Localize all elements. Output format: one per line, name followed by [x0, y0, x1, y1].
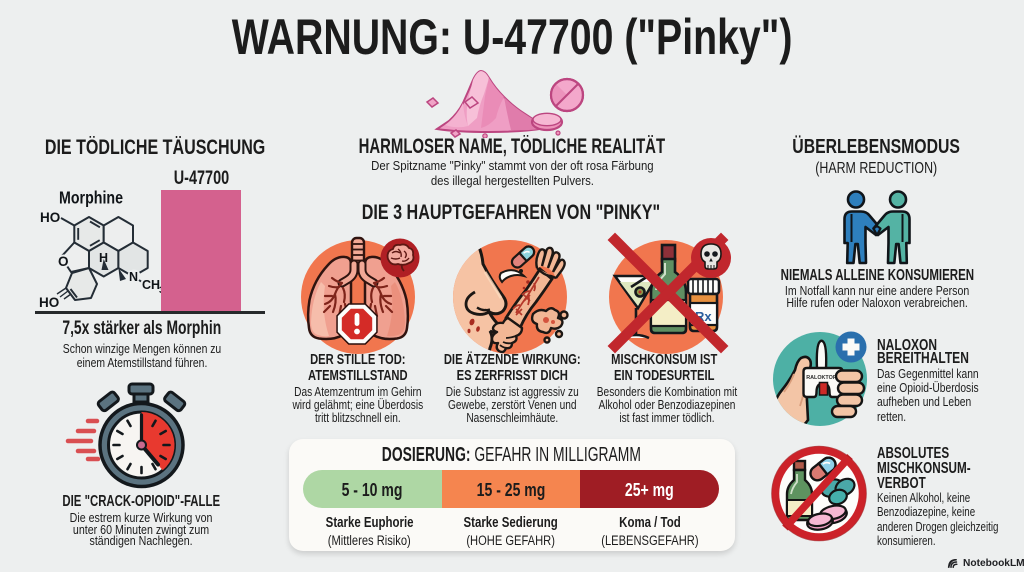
svg-text:Morphine: Morphine [59, 188, 123, 208]
svg-text:N: N [129, 270, 138, 284]
svg-text:HO: HO [39, 295, 59, 310]
svg-text:O: O [58, 254, 69, 269]
svg-text:HO: HO [40, 210, 60, 225]
svg-text:RALOKTOR: RALOKTOR [806, 375, 837, 381]
svg-text:H: H [99, 251, 108, 265]
svg-text:CH: CH [142, 278, 160, 292]
